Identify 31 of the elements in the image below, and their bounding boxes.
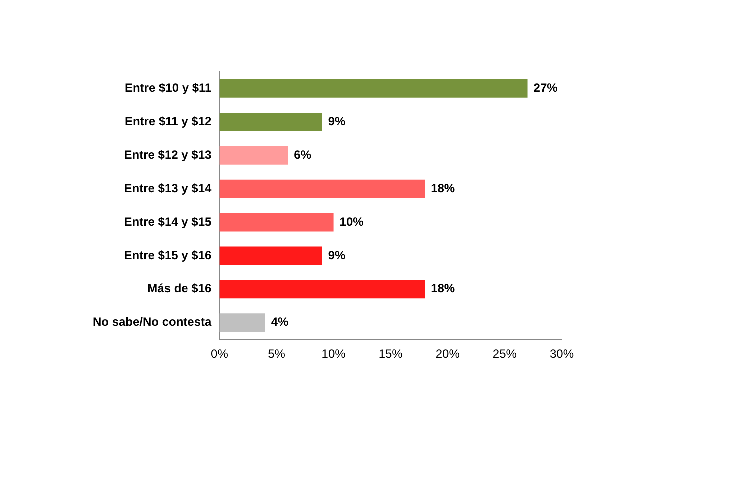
y-tick-label: Entre $15 y $16 [124,248,212,262]
bar [220,213,334,232]
bar [220,280,426,299]
data-label: 6% [294,148,312,162]
data-label: 18% [431,181,456,196]
y-tick-label: Más de $16 [148,282,212,296]
y-tick-label: Entre $14 y $15 [124,214,212,229]
data-label: 4% [271,315,290,330]
y-tick-label: No sabe/No contesta [92,315,212,330]
y-tick-label: Entre $13 y $14 [124,181,212,196]
data-label: 18% [431,282,456,296]
x-tick-label: 15% [378,347,404,362]
data-label: 9% [328,114,346,128]
bar [220,112,322,132]
bar [220,246,322,266]
data-label: 27% [534,81,558,96]
bar [220,180,426,198]
x-tick-label: 25% [492,347,518,362]
y-tick-label: Entre $10 y $11 [124,81,212,96]
data-label: 10% [340,214,364,229]
bar [220,314,266,332]
bar [220,80,528,98]
y-tick-label: Entre $12 y $13 [124,148,212,162]
bar [220,146,288,165]
y-tick-label: Entre $11 y $12 [124,114,212,128]
x-tick-label: 10% [322,347,346,362]
x-tick-label: 0% [211,347,229,362]
data-label: 9% [328,248,346,262]
x-tick-label: 30% [550,347,574,362]
x-tick-label: 5% [268,347,286,362]
x-tick-label: 20% [436,347,460,362]
